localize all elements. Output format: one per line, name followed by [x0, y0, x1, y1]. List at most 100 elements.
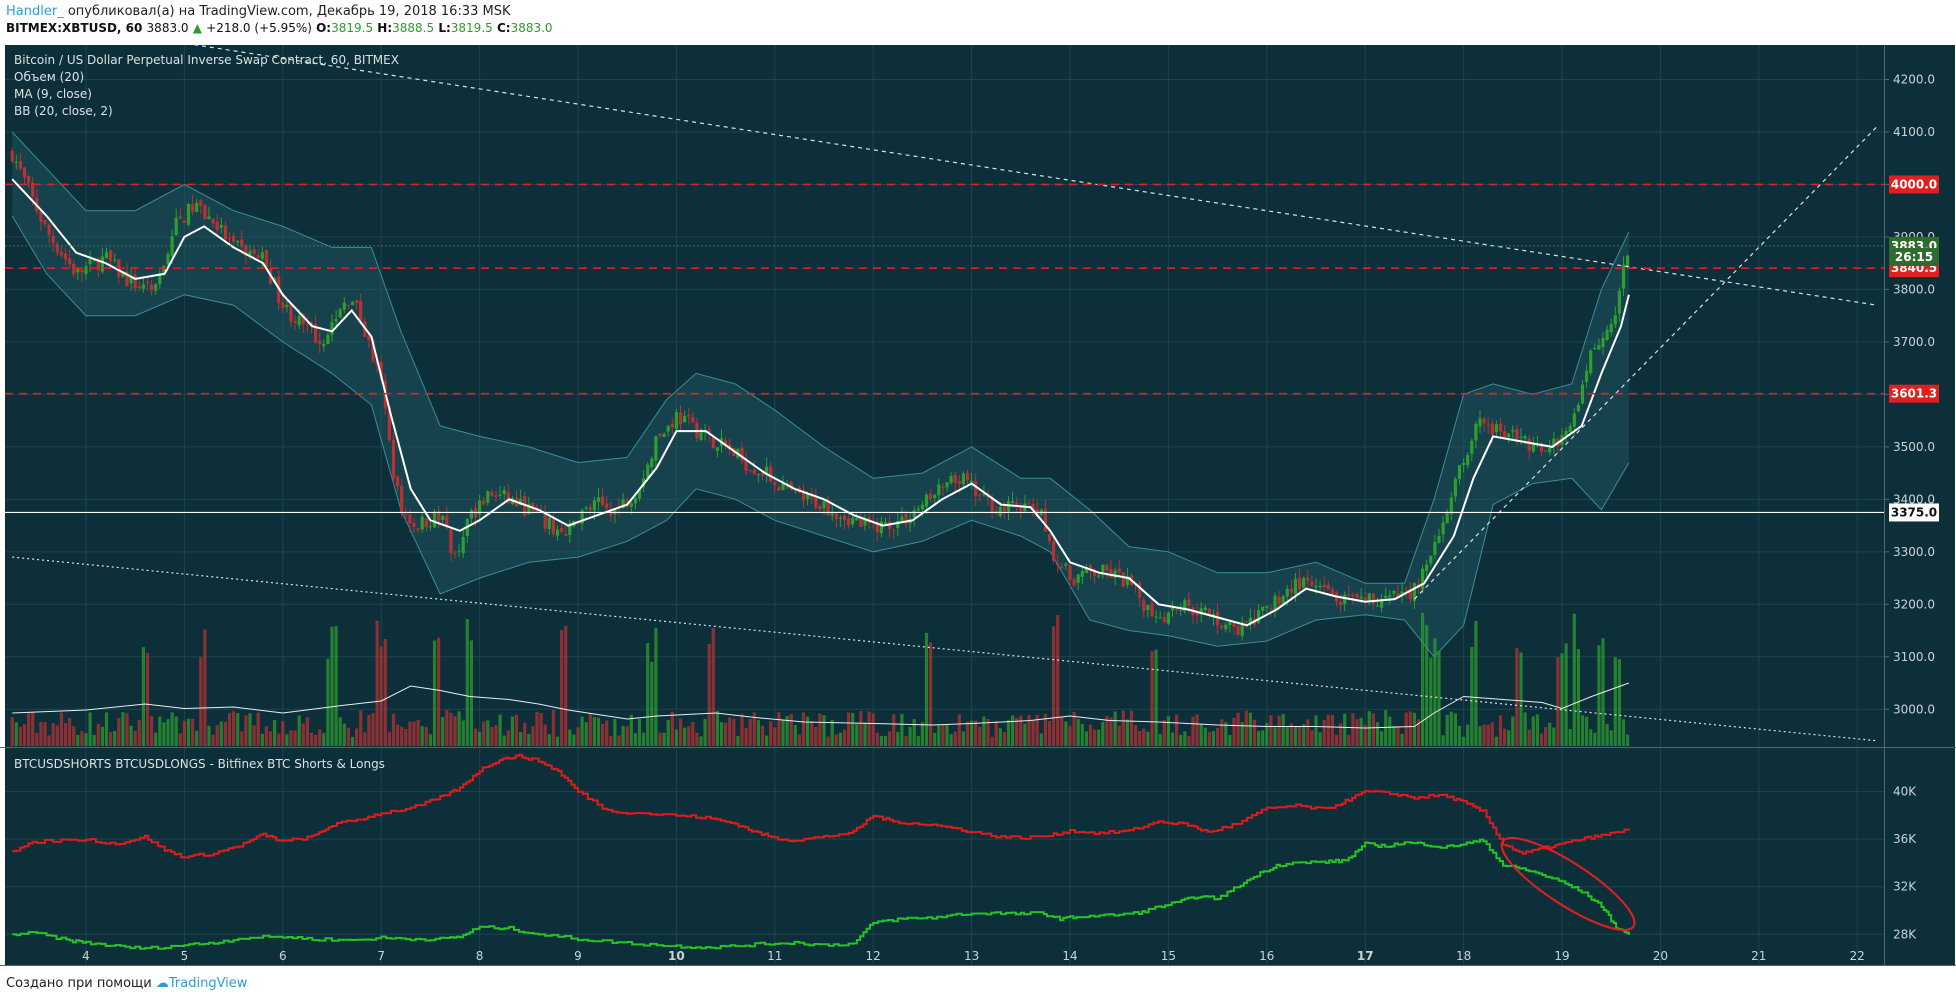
volume-bar [72, 726, 76, 746]
candle-body [1261, 606, 1265, 611]
volume-bar [732, 718, 736, 746]
candle-body [683, 415, 687, 423]
volume-bar [1445, 714, 1449, 746]
candle-body [756, 473, 760, 475]
candle-body [285, 304, 289, 307]
volume-bar [1322, 720, 1326, 746]
candle-body [1216, 611, 1220, 626]
volume-bar [469, 640, 473, 746]
author-link[interactable]: Handler_ [6, 4, 64, 19]
volume-bar [14, 722, 18, 746]
volume-bar [855, 724, 859, 746]
volume-bar [1343, 713, 1347, 746]
open-label: O: [316, 21, 332, 35]
volume-bar [1462, 736, 1466, 746]
volume-bar [424, 726, 428, 746]
candle-body [1515, 428, 1519, 439]
level-tag-label: 4000.0 [1891, 177, 1937, 191]
candle-body [982, 493, 986, 496]
volume-bar [502, 735, 506, 746]
volume-bar [1097, 729, 1101, 746]
candle-body [260, 252, 264, 259]
tradingview-logo-icon[interactable]: ☁ [155, 976, 169, 991]
volume-bar [847, 712, 851, 746]
volume-bar [1162, 720, 1166, 746]
volume-bar [158, 716, 162, 746]
volume-bar [1609, 730, 1613, 746]
volume-bar [1605, 724, 1609, 746]
time-axis[interactable]: 4 5 6 7 8 9 10 11 12 13 14 15 16 17 18 19 20 21 22 [82, 949, 1865, 963]
candle-body [1203, 607, 1207, 611]
candle-body [420, 516, 424, 530]
volume-bar [1412, 712, 1416, 746]
lower-pane-title[interactable]: BTCUSDSHORTS BTCUSDLONGS - Bitfinex BTC … [14, 757, 385, 771]
footer-created: Создано при помощи [6, 976, 152, 991]
volume-bar [1576, 649, 1580, 746]
volume-bar [1027, 715, 1031, 746]
volume-bar [1470, 646, 1474, 746]
candle-body [1507, 433, 1511, 438]
volume-bar [842, 729, 847, 746]
volume-bar [678, 718, 683, 746]
candle-body [227, 238, 232, 240]
legend-ma[interactable]: MA (9, close) [14, 87, 92, 101]
candle-body [211, 218, 215, 224]
volume-bar [211, 734, 215, 746]
volume-bar [43, 721, 47, 746]
candle-body [781, 483, 785, 490]
volume-bar [268, 731, 273, 746]
change-value: +218.0 (+5.95%) [206, 21, 312, 35]
candle-body [453, 552, 457, 554]
candle-body [391, 439, 396, 479]
candle-body [1088, 565, 1093, 571]
tradingview-link[interactable]: TradingView [168, 976, 248, 991]
volume-bar [1216, 727, 1220, 746]
lower-axis[interactable]: 28K 32K 36K 40K [1893, 785, 1917, 942]
candle-body [773, 482, 777, 486]
volume-bar [580, 716, 584, 746]
candle-body [1101, 564, 1105, 573]
candle-body [904, 514, 908, 524]
candle-body [457, 550, 461, 552]
volume-bar [867, 711, 871, 746]
volume-bar [178, 733, 182, 746]
candle-body [133, 274, 137, 289]
volume-bar [1183, 731, 1187, 746]
candle-body [1113, 570, 1117, 578]
candle-body [1359, 596, 1363, 599]
candle-body [72, 263, 76, 275]
candle-body [1293, 578, 1298, 594]
legend-bb[interactable]: BB (20, close, 2) [14, 104, 113, 118]
symbol-header: BITMEX:XBTUSD, 60 3883.0 ▲ +218.0 (+5.95… [6, 21, 553, 35]
volume-bar [1589, 729, 1593, 746]
candle-body [892, 529, 896, 531]
volume-bar [482, 721, 486, 746]
candle-body [1503, 431, 1507, 439]
candle-body [1043, 508, 1047, 532]
candle-body [416, 528, 420, 531]
candle-body [506, 492, 510, 503]
legend-volume[interactable]: Объем (20) [14, 70, 84, 84]
volume-bar [1310, 730, 1314, 746]
candle-body [1339, 601, 1343, 606]
volume-bar [695, 732, 699, 746]
volume-bar [584, 722, 588, 746]
candle-body [1380, 599, 1384, 608]
time-tick-label: 18 [1456, 949, 1471, 963]
volume-bar [92, 734, 96, 746]
candle-body [1396, 593, 1400, 598]
candle-body [605, 503, 609, 508]
candle-body [1076, 574, 1080, 583]
volume-bar [1199, 724, 1203, 746]
candle-body [1158, 617, 1162, 619]
volume-bar [1568, 729, 1572, 746]
volume-bar [109, 731, 113, 746]
candle-body [1224, 624, 1228, 630]
candle-body [978, 494, 982, 497]
candle-body [1613, 315, 1617, 325]
volume-bar [465, 619, 469, 746]
candle-body [100, 256, 104, 272]
volume-bar [199, 657, 203, 746]
volume-bar [1011, 715, 1015, 746]
